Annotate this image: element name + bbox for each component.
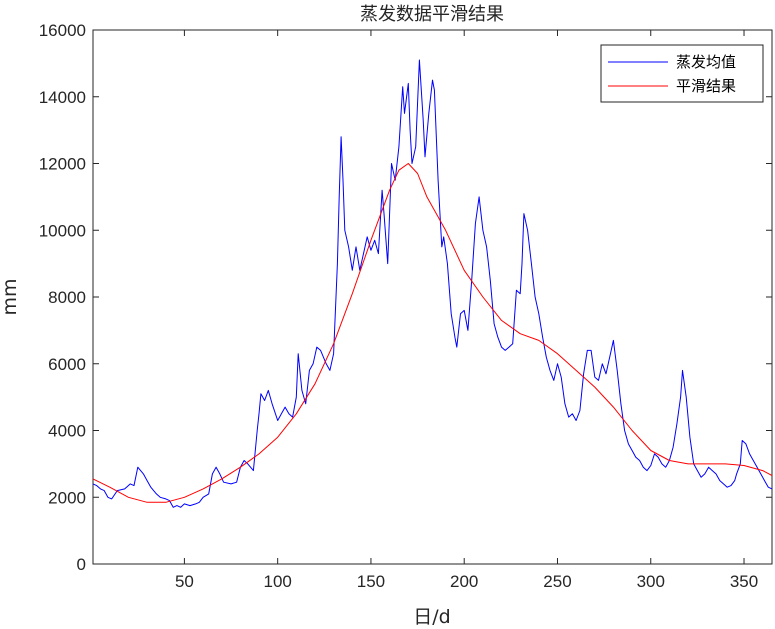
y-tick-label: 8000 <box>48 288 86 307</box>
y-tick-label: 14000 <box>39 88 86 107</box>
legend: 蒸发均值 平滑结果 <box>600 44 764 103</box>
x-tick-label: 50 <box>175 572 194 591</box>
legend-label-series-2: 平滑结果 <box>676 77 736 95</box>
y-tick-label: 4000 <box>48 422 86 441</box>
series-layer <box>92 59 773 508</box>
y-tick-label: 2000 <box>48 488 86 507</box>
legend-box <box>600 44 764 103</box>
y-tick-label: 0 <box>77 555 86 574</box>
x-tick-label: 200 <box>450 572 478 591</box>
x-tick-label: 350 <box>730 572 758 591</box>
x-axis-label: 日/d <box>413 606 450 628</box>
series-line-2 <box>92 163 773 503</box>
x-tick-label: 300 <box>637 572 665 591</box>
legend-label-series-1: 蒸发均值 <box>676 53 736 71</box>
x-tick-label: 150 <box>357 572 385 591</box>
y-tick-label: 16000 <box>39 21 86 40</box>
y-tick-label: 12000 <box>39 155 86 174</box>
x-axis: 50 100 150 200 250 300 350 <box>175 30 758 591</box>
x-tick-label: 100 <box>263 572 291 591</box>
y-tick-label: 10000 <box>39 221 86 240</box>
x-tick-label: 250 <box>543 572 571 591</box>
y-axis-label: mm <box>0 278 21 315</box>
plot-area <box>92 29 773 565</box>
series-line-1 <box>92 59 773 508</box>
y-axis: 0 2000 4000 6000 8000 10000 12000 14000 16000 <box>39 21 772 574</box>
y-tick-label: 6000 <box>48 355 86 374</box>
chart-title: 蒸发数据平滑结果 <box>360 4 504 25</box>
